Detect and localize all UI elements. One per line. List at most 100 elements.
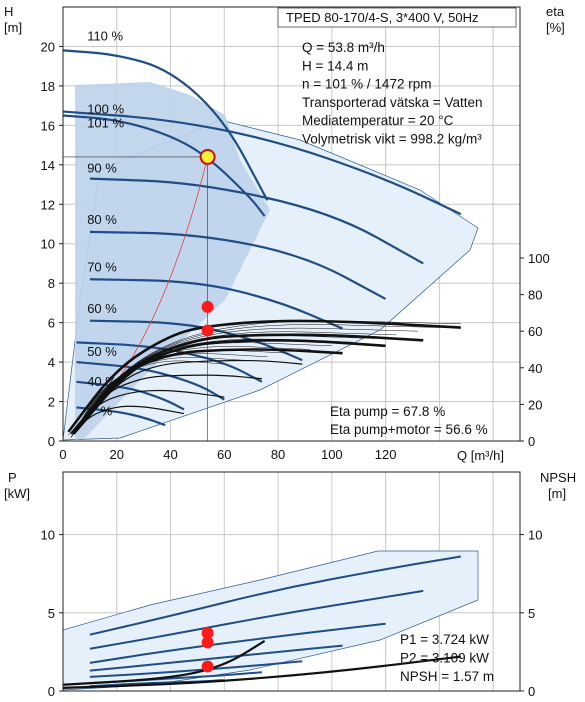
y2-tick-label: 100 xyxy=(528,251,550,266)
y-tick-label: 0 xyxy=(48,434,55,449)
x-tick-label: 0 xyxy=(59,447,66,462)
eta-axis-label: eta xyxy=(546,4,565,19)
x-tick-label: 60 xyxy=(217,447,231,462)
head-axis-label-unit: [m] xyxy=(4,20,22,35)
duty-info-line: Mediatemperatur = 20 °C xyxy=(302,113,454,128)
efficiency-info-line: Eta pump = 67.8 % xyxy=(330,404,445,419)
curve-label: 100 % xyxy=(87,102,124,117)
power-info: P1 = 3.724 kW P2 = 3.109 kW NPSH = 1.57 m xyxy=(400,632,494,684)
eta-axis-unit: [%] xyxy=(546,20,565,35)
curve-label: 60 % xyxy=(87,301,117,316)
power-axis-label-p: P xyxy=(8,470,17,485)
power-marker xyxy=(201,636,214,649)
chart-title: TPED 80-170/4-S, 3*400 V, 50Hz xyxy=(286,10,478,25)
curve-label: 80 % xyxy=(87,212,117,227)
power-axis-unit: [kW] xyxy=(4,486,30,501)
eta-marker xyxy=(201,324,214,337)
curve-label: 90 % xyxy=(87,161,117,176)
duty-point-info: Q = 53.8 m³/h H = 14.4 m n = 101 % / 1472 … xyxy=(302,40,482,147)
y-tick-label: 20 xyxy=(41,39,55,54)
x-tick-label: 80 xyxy=(271,447,285,462)
power-curve xyxy=(89,589,424,650)
title-box xyxy=(277,7,517,28)
npsh-curves xyxy=(62,640,461,689)
y-tick-label: 6 xyxy=(48,316,55,331)
curve-label: 110 % xyxy=(87,29,123,44)
npsh-axis-unit: [m] xyxy=(548,486,566,501)
y-tick-label: 8 xyxy=(48,276,55,291)
curve-label: 50 % xyxy=(87,344,117,359)
duty-info-line: Q = 53.8 m³/h xyxy=(302,40,385,55)
power-plot-border xyxy=(62,471,521,692)
head-axis-label-h: H xyxy=(4,4,13,19)
y2-tick-label: 20 xyxy=(528,397,542,412)
eta-thin-curve xyxy=(70,357,246,438)
power-marker xyxy=(201,660,214,673)
head-curve xyxy=(62,49,269,201)
power-tick-label: 0 xyxy=(48,684,55,699)
head-curve xyxy=(89,319,303,362)
npsh-tick-label: 10 xyxy=(528,528,542,543)
head-curve xyxy=(62,110,462,216)
eta-thin-curve xyxy=(70,324,440,438)
power-tick-label: 5 xyxy=(48,606,55,621)
eta-curve xyxy=(67,319,461,433)
power-chart: 0 5 10 0 5 10 P1 = 3.724 kW P2 = 3.109 kW NPSH … xyxy=(4,470,576,699)
y2-tick-label: 40 xyxy=(528,361,542,376)
eta-thin-curve xyxy=(70,331,397,438)
power-curve xyxy=(89,644,343,672)
duty-point-marker xyxy=(199,148,216,165)
head-plot-border xyxy=(62,6,521,442)
eta-thin-curve xyxy=(70,353,268,438)
y-tick-label: 4 xyxy=(48,355,55,370)
flow-axis-label: Q [m³/h] xyxy=(457,448,504,463)
head-curve xyxy=(76,380,185,411)
efficiency-info-line: Eta pump+motor = 56.6 % xyxy=(330,422,488,437)
curve-label: % xyxy=(101,403,113,418)
npsh-axis-label: NPSH xyxy=(540,470,576,485)
duty-info-line: Transporterad vätska = Vatten xyxy=(302,95,482,110)
eta-curve xyxy=(73,405,185,435)
power-info-line: P2 = 3.109 kW xyxy=(400,651,489,666)
efficiency-info: Eta pump = 67.8 % Eta pump+motor = 56.6 % xyxy=(330,404,488,437)
power-ticks: 0 5 10 0 5 10 xyxy=(41,528,543,699)
curve-label: 40 % xyxy=(87,374,117,389)
operating-region-dark xyxy=(75,82,270,440)
duty-info-line: n = 101 % / 1472 rpm xyxy=(302,77,431,92)
curve-label: 101 % xyxy=(87,115,124,130)
duty-info-line: H = 14.4 m xyxy=(302,58,368,73)
y-tick-label: 18 xyxy=(41,79,55,94)
y-tick-label: 10 xyxy=(41,237,55,252)
x-tick-label: 120 xyxy=(375,447,397,462)
curve-label: 70 % xyxy=(87,259,117,274)
y2-tick-label: 0 xyxy=(528,434,535,449)
npsh-tick-label: 0 xyxy=(528,684,535,699)
power-info-line: NPSH = 1.57 m xyxy=(400,669,494,684)
head-ticks: 0 2 4 6 8 10 12 14 16 18 20 0 20 40 60 80 100 120 0 20 40 60 8… xyxy=(41,39,550,462)
eta-thin-curve xyxy=(70,327,418,438)
power-curve xyxy=(89,555,462,636)
y-tick-label: 16 xyxy=(41,118,55,133)
npsh-tick-label: 5 xyxy=(528,606,535,621)
y2-tick-label: 60 xyxy=(528,324,542,339)
eta-markers xyxy=(199,148,216,337)
duty-info-line: Volymetrisk vikt = 998.2 kg/m³ xyxy=(302,132,482,147)
power-tick-label: 10 xyxy=(41,528,55,543)
x-tick-label: 40 xyxy=(163,447,177,462)
curve-labels: 110 % 100 %101 % 90 % 80 % 70 % 60 % 50 % 40 %% xyxy=(87,29,124,419)
y-tick-label: 2 xyxy=(48,395,55,410)
head-curve xyxy=(62,114,266,217)
npsh-curve xyxy=(62,655,461,689)
eta-marker xyxy=(201,300,214,313)
power-marker xyxy=(201,627,214,640)
head-curve xyxy=(89,177,424,265)
y-tick-label: 14 xyxy=(41,158,55,173)
power-markers xyxy=(201,627,214,673)
power-curve xyxy=(89,622,386,664)
head-chart: 110 % 100 %101 % 90 % 80 % 70 % 60 % 50 % 40 %%… xyxy=(4,4,565,463)
power-info-line: P1 = 3.724 kW xyxy=(400,632,489,647)
power-curves xyxy=(89,555,462,688)
y2-tick-label: 80 xyxy=(528,288,542,303)
y-tick-label: 12 xyxy=(41,197,55,212)
